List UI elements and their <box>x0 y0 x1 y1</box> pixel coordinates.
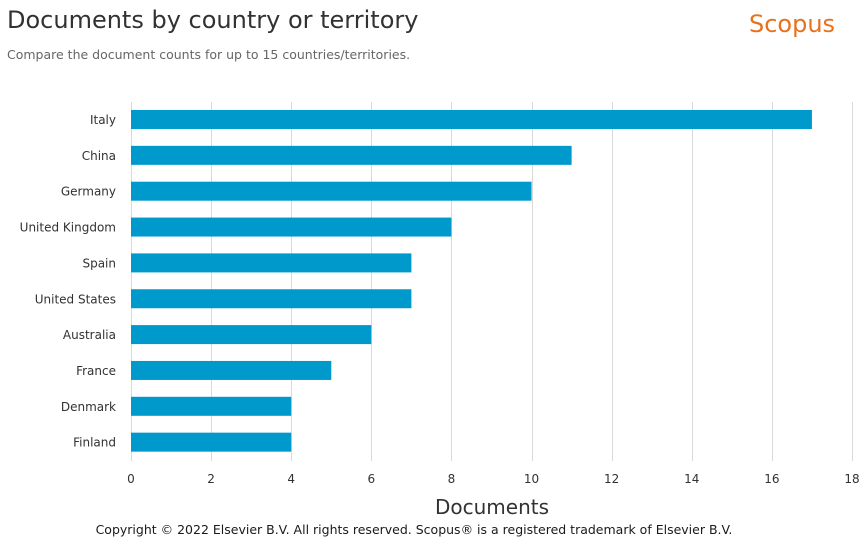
x-tick-label: 2 <box>207 472 215 486</box>
bar-italy[interactable] <box>131 110 812 129</box>
bar-chart: Italy China Germany United Kingdom Spain Unit… <box>20 102 860 519</box>
x-tick-labels: 0 2 4 6 8 10 12 14 16 18 <box>127 472 859 486</box>
bar-denmark[interactable] <box>131 396 292 416</box>
category-label: Italy <box>90 113 116 127</box>
category-label: Australia <box>63 328 116 342</box>
category-label: Finland <box>73 436 116 450</box>
category-label: Germany <box>61 185 116 199</box>
x-tick-label: 6 <box>368 472 376 486</box>
bar-spain[interactable] <box>131 253 412 273</box>
bar-australia[interactable] <box>131 325 372 345</box>
bars <box>131 110 812 452</box>
x-tick-label: 10 <box>524 472 539 486</box>
chart-subtitle: Compare the document counts for up to 15… <box>7 47 411 62</box>
bar-finland[interactable] <box>131 432 292 452</box>
category-label: France <box>76 364 116 378</box>
bar-china[interactable] <box>131 145 572 165</box>
bar-germany[interactable] <box>131 181 532 201</box>
x-tick-label: 4 <box>287 472 295 486</box>
x-tick-label: 18 <box>844 472 859 486</box>
x-tick-label: 12 <box>604 472 619 486</box>
category-label: United States <box>35 292 116 306</box>
scopus-logo[interactable]: Scopus <box>749 10 836 38</box>
x-axis-title: Documents <box>435 495 549 519</box>
category-label: Denmark <box>61 400 116 414</box>
copyright-notice: Copyright © 2022 Elsevier B.V. All right… <box>95 522 733 537</box>
x-tick-label: 8 <box>448 472 456 486</box>
x-tick-label: 0 <box>127 472 135 486</box>
bar-united-kingdom[interactable] <box>131 217 452 237</box>
category-label: Spain <box>82 256 116 270</box>
category-label: United Kingdom <box>20 221 116 235</box>
bar-france[interactable] <box>131 360 332 380</box>
category-label: China <box>82 149 116 163</box>
x-tick-label: 16 <box>764 472 779 486</box>
chart-title: Documents by country or territory <box>7 6 419 34</box>
x-tick-label: 14 <box>684 472 699 486</box>
category-labels: Italy China Germany United Kingdom Spain Unit… <box>20 113 116 450</box>
bar-united-states[interactable] <box>131 289 412 309</box>
